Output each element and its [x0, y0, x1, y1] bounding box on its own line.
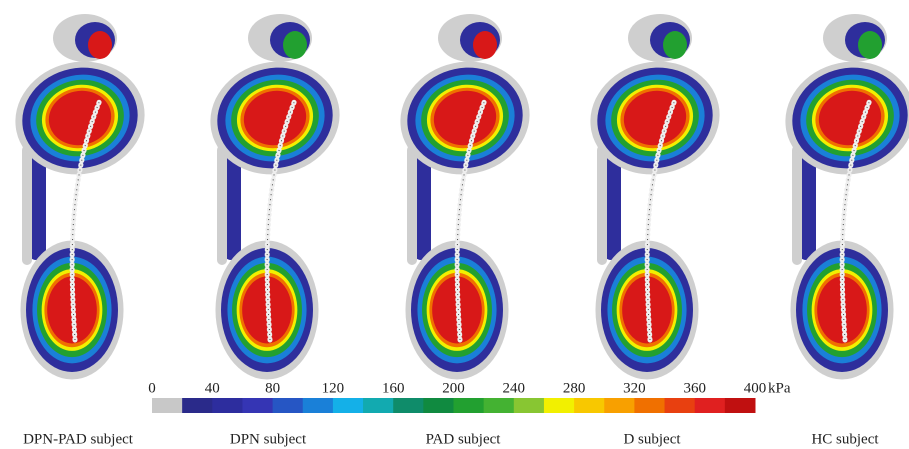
color-step	[182, 398, 213, 413]
footprint	[400, 14, 530, 380]
forefoot	[623, 90, 687, 146]
color-step	[664, 398, 696, 413]
cop-trace-edge	[646, 99, 676, 341]
forefoot	[48, 90, 112, 146]
panel-label: PAD subject	[426, 431, 502, 447]
forefoot	[243, 90, 307, 146]
cop-trace-edge	[456, 99, 486, 341]
color-step	[302, 398, 334, 413]
color-step	[363, 398, 394, 413]
color-step	[513, 398, 545, 413]
footprint	[590, 14, 720, 380]
footprint	[785, 14, 909, 380]
midfoot	[413, 150, 431, 260]
cop-trace-edge	[71, 99, 101, 341]
color-step	[724, 398, 756, 413]
toe-area	[473, 31, 497, 59]
tick-label: 320	[623, 380, 646, 396]
color-step	[453, 398, 485, 413]
tick-label: 280	[563, 380, 586, 396]
midfoot	[22, 145, 32, 265]
tick-label: 400	[744, 380, 767, 396]
color-step	[694, 398, 726, 413]
color-step	[574, 398, 605, 413]
forefoot	[818, 90, 882, 146]
color-step	[634, 398, 666, 413]
footprint	[15, 14, 145, 380]
colorbar: 040004080120160200240280320360400kPa	[148, 380, 791, 413]
tick-label: 240	[503, 380, 526, 396]
cop-trace-edge	[266, 99, 296, 341]
color-step	[393, 398, 424, 413]
midfoot	[28, 150, 46, 260]
tick-label: 40	[205, 380, 220, 396]
toe-area	[663, 31, 687, 59]
unit-label: kPa	[768, 380, 791, 396]
midfoot	[217, 145, 227, 265]
color-step	[212, 398, 243, 413]
toe-area	[283, 31, 307, 59]
toe-area	[88, 31, 112, 59]
midfoot	[597, 145, 607, 265]
panel-label: D subject	[623, 431, 681, 447]
tick-label: 360	[683, 380, 706, 396]
tick-label: 80	[265, 380, 280, 396]
panel-label: DPN-PAD subject	[23, 431, 134, 447]
color-step	[483, 398, 515, 413]
toe-area	[858, 31, 882, 59]
forefoot	[433, 90, 497, 146]
color-step	[152, 398, 183, 413]
footprints	[15, 14, 909, 380]
footprint	[210, 14, 340, 380]
tick-label: 160	[382, 380, 405, 396]
color-step	[332, 398, 364, 413]
panel-label: DPN subject	[230, 431, 307, 447]
color-step	[242, 398, 274, 413]
tick-label: 0	[148, 380, 156, 396]
color-step	[543, 398, 575, 413]
midfoot	[603, 150, 621, 260]
color-step	[272, 398, 304, 413]
midfoot	[223, 150, 241, 260]
panel-label: HC subject	[811, 431, 879, 447]
tick-label: 200	[442, 380, 465, 396]
color-step	[423, 398, 454, 413]
midfoot	[792, 145, 802, 265]
tick-label: 120	[322, 380, 345, 396]
cop-trace-edge	[841, 99, 871, 341]
color-step	[604, 398, 635, 413]
midfoot	[407, 145, 417, 265]
midfoot	[798, 150, 816, 260]
